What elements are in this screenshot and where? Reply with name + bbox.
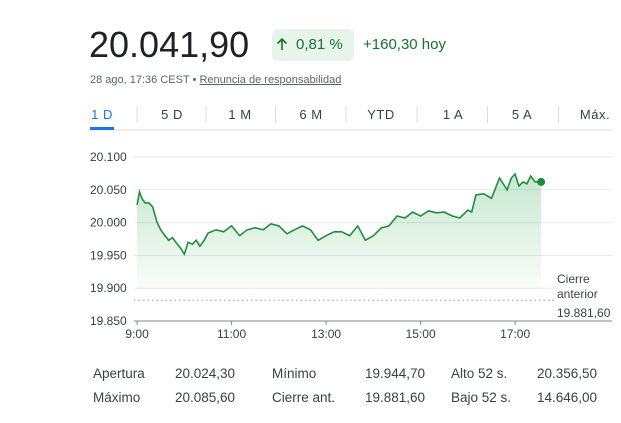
stat-value: 20.085,60: [175, 390, 236, 405]
change-abs: +160,30 hoy: [363, 36, 446, 53]
previous-close-value: 19.881,60: [557, 306, 611, 320]
stat-label: Alto 52 s.: [451, 366, 508, 381]
stat-label: Apertura: [93, 366, 145, 381]
x-tick-label: 11:00: [217, 327, 246, 341]
y-tick-label: 19.850: [90, 314, 127, 328]
previous-close-label: Cierre anterior: [557, 272, 617, 302]
y-tick-label: 19.950: [90, 248, 127, 262]
area: [137, 174, 542, 301]
stat-label: Cierre ant.: [272, 390, 336, 405]
stat-label: Máximo: [93, 390, 141, 405]
stat-label: Bajo 52 s.: [451, 390, 512, 405]
disclaimer-link[interactable]: Renuncia de responsabilidad: [199, 74, 342, 86]
timestamp: 28 ago, 17:36 CEST • Renuncia de respons…: [90, 74, 341, 86]
y-tick-label: 20.050: [90, 183, 127, 197]
last-point: [537, 177, 546, 186]
change-percent: 0,81 %: [296, 36, 343, 53]
x-tick-label: 17:00: [500, 327, 530, 341]
tab[interactable]: 5 A: [511, 107, 533, 122]
price: 20.041,90: [89, 24, 250, 65]
stat-value: 19.881,60: [365, 390, 426, 405]
stat-value: 20.024,30: [175, 366, 236, 381]
change-badge: [272, 29, 354, 61]
tab[interactable]: 1 M: [228, 107, 252, 122]
y-tick-label: 20.100: [90, 150, 127, 164]
y-tick-label: 20.000: [90, 216, 127, 230]
stat-value: 14.646,00: [537, 390, 598, 405]
tab[interactable]: YTD: [367, 107, 395, 122]
tab[interactable]: 6 M: [299, 107, 323, 122]
stat-label: Mínimo: [272, 366, 317, 381]
timestamp-text: 28 ago, 17:36 CEST •: [90, 74, 197, 86]
tab[interactable]: 5 D: [161, 107, 183, 122]
stat-value: 20.356,50: [537, 366, 598, 381]
line: [136, 172, 542, 256]
y-tick-label: 19.900: [90, 281, 127, 295]
up-arrow: [276, 37, 288, 50]
x-tick-label: 15:00: [406, 327, 436, 341]
stat-value: 19.944,70: [365, 366, 426, 381]
x-tick-label: 13:00: [311, 327, 341, 341]
tab[interactable]: 1 A: [442, 107, 464, 122]
tab[interactable]: 1 D: [91, 107, 113, 122]
x-tick-label: 9:00: [125, 327, 149, 341]
tab[interactable]: Máx.: [579, 107, 611, 122]
